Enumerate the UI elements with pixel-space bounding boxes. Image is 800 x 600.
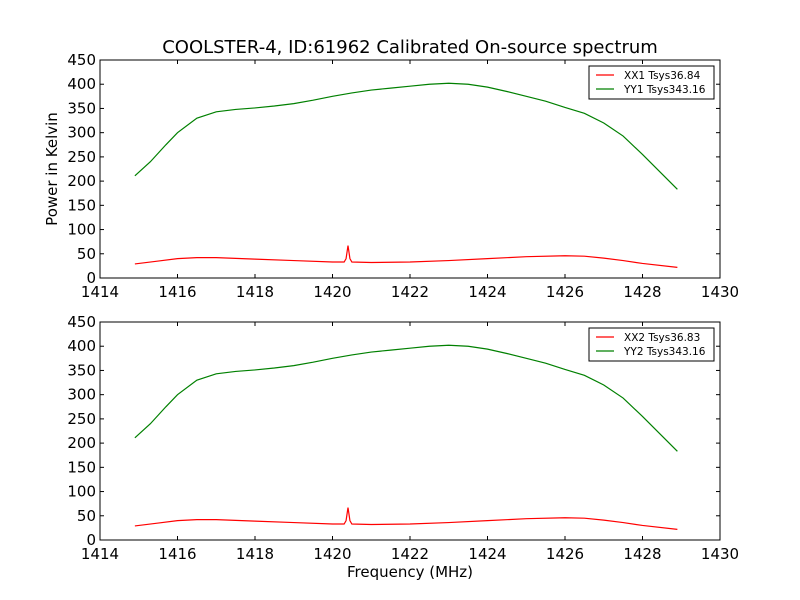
y-tick-label: 450: [67, 313, 96, 331]
y-tick-label: 50: [77, 507, 96, 525]
x-tick-label: 1416: [158, 545, 196, 563]
x-tick-label: 1424: [468, 283, 506, 301]
x-tick-label: 1420: [313, 283, 351, 301]
y-tick-label: 400: [67, 337, 96, 355]
subplot-1: 1414 1416 1418 1420 1422 1424 1426 1428 1430 0 50 1…: [67, 51, 739, 301]
legend-label: XX2 Tsys36.83: [624, 332, 700, 344]
legend-label: YY2 Tsys343.16: [623, 346, 706, 358]
y-tick-label: 450: [67, 51, 96, 69]
x-tick-label: 1430: [701, 545, 739, 563]
x-tick-label: 1426: [546, 545, 584, 563]
chart-title: COOLSTER-4, ID:61962 Calibrated On-sourc…: [162, 37, 658, 58]
y-tick-label: 300: [67, 386, 96, 404]
series-line-xx2: [134, 507, 678, 530]
legend-box: [588, 327, 715, 362]
y-tick-label: 350: [67, 361, 96, 379]
y-tick-label: 150: [67, 458, 96, 476]
y-tick-label: 0: [86, 269, 96, 287]
subplot-2: 1414 1416 1418 1420 1422 1424 1426 1428 1430 0 50 1…: [67, 313, 739, 563]
y-tick-label: 150: [67, 196, 96, 214]
y-tick-label: 0: [86, 531, 96, 549]
legend: XX1 Tsys36.84 YY1 Tsys343.16: [588, 65, 715, 100]
y-tick-label: 200: [67, 172, 96, 190]
y-tick-label: 400: [67, 75, 96, 93]
y-tick-label: 50: [77, 245, 96, 263]
x-tick-label: 1418: [236, 283, 274, 301]
legend-box: [588, 65, 715, 100]
y-tick-label: 250: [67, 410, 96, 428]
legend-label: XX1 Tsys36.84: [624, 70, 701, 82]
y-tick-label: 200: [67, 434, 96, 452]
y-axis-label: Power in Kelvin: [43, 112, 61, 226]
y-tick-label: 100: [67, 221, 96, 239]
x-tick-label: 1420: [313, 545, 351, 563]
legend-label: YY1 Tsys343.16: [623, 84, 706, 96]
x-tick-label: 1414: [81, 283, 119, 301]
x-tick-label: 1426: [546, 283, 584, 301]
x-tick-label: 1430: [701, 283, 739, 301]
y-tick-label: 350: [67, 99, 96, 117]
x-tick-label: 1428: [623, 545, 661, 563]
x-tick-label: 1422: [391, 545, 429, 563]
x-tick-label: 1428: [623, 283, 661, 301]
y-tick-label: 100: [67, 483, 96, 501]
x-tick-label: 1422: [391, 283, 429, 301]
x-tick-label: 1414: [81, 545, 119, 563]
series-line-yy2: [134, 344, 678, 452]
y-tick-label: 250: [67, 148, 96, 166]
series-line-xx1: [134, 245, 678, 268]
x-tick-label: 1418: [236, 545, 274, 563]
series-line-yy1: [134, 82, 678, 190]
x-tick-label: 1424: [468, 545, 506, 563]
x-axis-label: Frequency (MHz): [347, 563, 473, 581]
y-tick-label: 300: [67, 124, 96, 142]
x-tick-label: 1416: [158, 283, 196, 301]
legend: XX2 Tsys36.83 YY2 Tsys343.16: [588, 327, 715, 362]
